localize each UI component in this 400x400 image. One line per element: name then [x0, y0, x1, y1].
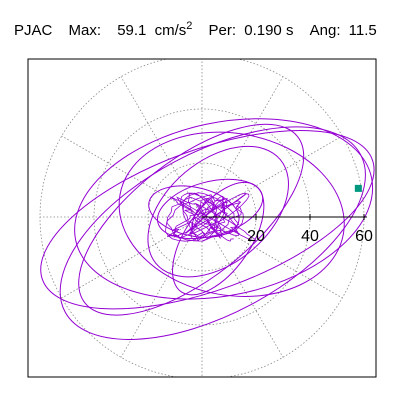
- radial-tick-label-20: 20: [247, 228, 265, 245]
- max-label: Max:: [68, 22, 102, 39]
- station-code: PJAC: [14, 22, 53, 39]
- orbit-trace-5: [147, 145, 289, 278]
- max-unit: cm/s: [154, 22, 187, 39]
- radial-tick-label-40: 40: [301, 228, 319, 245]
- title-bar: PJAC Max: 59.1 cm/s2 Per: 0.190 s Ang: 1…: [14, 13, 377, 39]
- grid-spoke-300: [201, 216, 284, 358]
- radial-axis: 20 40 60: [202, 214, 373, 245]
- ang-value: 11.5: [348, 22, 377, 39]
- per-value: 0.190 s: [244, 22, 294, 39]
- peak-marker: [354, 184, 362, 192]
- orbit-trace-1: [40, 130, 375, 310]
- grid-spoke-120: [120, 76, 203, 218]
- grid-spoke-30: [201, 135, 343, 218]
- plot-frame: [27, 58, 377, 378]
- ang-label: Ang:: [309, 22, 341, 39]
- trace-group: [40, 118, 375, 340]
- orbit-trace-7: [148, 185, 240, 238]
- radial-tick-label-60: 60: [355, 228, 373, 245]
- grid-spoke-210: [61, 216, 203, 299]
- inner-cluster-trace: [165, 192, 257, 242]
- per-label: Per:: [208, 22, 237, 39]
- orbit-trace-9: [78, 123, 305, 316]
- max-unit-exponent: 2: [186, 20, 193, 32]
- orbit-trace-3: [59, 126, 366, 340]
- grid-spoke-330: [201, 216, 343, 299]
- grid-spoke-240: [120, 216, 203, 358]
- orbit-trace-2: [74, 118, 374, 300]
- orbit-trace-4: [118, 131, 345, 297]
- max-value: 59.1: [117, 22, 147, 39]
